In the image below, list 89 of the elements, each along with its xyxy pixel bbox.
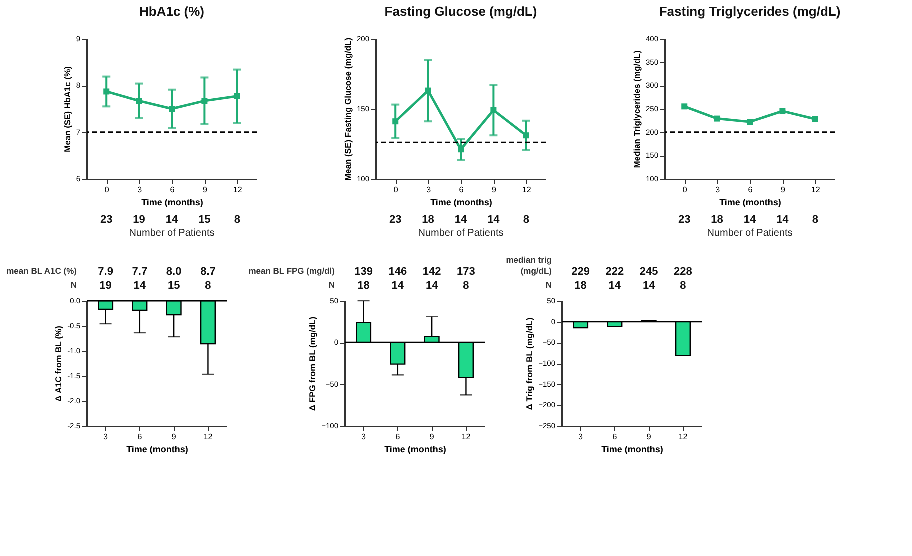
- chart-title: HbA1c (%): [139, 4, 205, 19]
- text: 228: [674, 266, 692, 278]
- y-axis-title: Mean (SE) HbA1c (%): [62, 66, 72, 152]
- text: 8: [812, 214, 818, 226]
- text: 8.0: [166, 266, 182, 278]
- text: 8: [234, 214, 240, 226]
- x-tick-label: 3: [426, 186, 432, 194]
- x-tick-label: 6: [396, 432, 401, 442]
- text: median trig (mg/dL): [506, 255, 552, 276]
- x-tick-label: 0: [682, 186, 688, 194]
- x-tick-label: 9: [430, 432, 435, 442]
- chart-title: Fasting Triglycerides (mg/dL): [659, 4, 841, 19]
- text: 19: [133, 214, 146, 226]
- text: 14: [608, 280, 622, 292]
- y-axis-title: Δ A1C from BL (%): [54, 326, 64, 402]
- text: 229: [572, 266, 590, 278]
- text: 19: [100, 280, 112, 292]
- text: 23: [389, 214, 402, 226]
- text: 7.9: [98, 266, 114, 278]
- x-tick-label: 12: [522, 186, 532, 194]
- text: 18: [574, 280, 587, 292]
- x-tick-label: 12: [678, 432, 688, 442]
- x-tick-label: 12: [811, 186, 821, 194]
- x-tick-label: 6: [748, 186, 754, 194]
- x-tick-label: 6: [612, 432, 618, 442]
- x-axis-title: Time (months): [430, 198, 492, 208]
- text: 14: [166, 214, 179, 226]
- text: 8.7: [200, 266, 216, 278]
- text: 173: [457, 266, 476, 278]
- text: 15: [198, 214, 211, 226]
- text: 8: [680, 280, 686, 292]
- x-tick-label: 9: [492, 186, 497, 194]
- text: 14: [642, 280, 656, 292]
- text: 245: [640, 266, 658, 278]
- text: 14: [454, 214, 468, 226]
- x-axis-title: Time (months): [142, 198, 204, 208]
- y-axis-title: Mean (SE) Fasting Glucose (mg/dL): [342, 38, 353, 182]
- x-tick-label: 9: [172, 432, 177, 442]
- x-tick-label: 6: [138, 432, 143, 442]
- text: 8: [205, 280, 212, 292]
- text: 7.7: [132, 266, 148, 278]
- text: Number of Patients: [129, 228, 215, 239]
- text: 23: [100, 214, 113, 226]
- x-tick-label: 9: [780, 186, 786, 194]
- y-axis-title: Δ FPG from BL (mg/dL): [308, 316, 318, 412]
- text: 14: [776, 214, 790, 226]
- text: 18: [711, 214, 724, 226]
- text: N: [328, 280, 335, 290]
- text: Number of Patients: [707, 228, 793, 239]
- x-tick-label: 3: [578, 432, 584, 442]
- text: 146: [388, 266, 408, 278]
- x-axis-title: Time (months): [126, 444, 188, 454]
- x-tick-label: 3: [104, 432, 109, 442]
- text: 14: [392, 280, 405, 292]
- x-tick-label: 0: [394, 186, 399, 194]
- text: 8: [523, 214, 530, 226]
- y-axis-title: Median Triglycerides (mg/dL): [632, 50, 642, 168]
- x-tick-label: 3: [138, 186, 143, 194]
- y-axis-title: Δ Trig from BL (mg/dL): [524, 318, 535, 410]
- text: N: [546, 280, 552, 290]
- text: 142: [422, 266, 442, 278]
- text: 23: [678, 214, 691, 226]
- text: mean BL A1C (%): [6, 266, 78, 276]
- text: 139: [354, 266, 373, 278]
- x-axis-title: Time (months): [720, 198, 782, 208]
- x-tick-label: 0: [104, 186, 110, 194]
- text: 14: [488, 214, 501, 226]
- x-tick-label: 6: [170, 186, 176, 194]
- text: 14: [134, 280, 147, 292]
- text: 15: [168, 280, 180, 292]
- x-axis-title: Time (months): [384, 444, 446, 454]
- x-tick-label: 3: [362, 432, 367, 442]
- x-tick-label: 12: [462, 432, 472, 442]
- chart-title: Fasting Glucose (mg/dL): [384, 4, 538, 19]
- text: 18: [358, 280, 370, 292]
- x-axis-title: Time (months): [602, 444, 664, 454]
- text: 222: [606, 266, 624, 278]
- text: mean BL FPG (mg/dl): [248, 266, 336, 276]
- x-tick-label: 12: [233, 186, 243, 194]
- x-tick-label: 12: [204, 432, 214, 442]
- text: 14: [744, 214, 757, 226]
- text: N: [70, 280, 77, 290]
- text: 14: [426, 280, 440, 292]
- text: 8: [463, 280, 470, 292]
- x-tick-label: 9: [202, 186, 208, 194]
- text: Number of Patients: [418, 228, 504, 239]
- x-tick-label: 6: [459, 186, 464, 194]
- x-tick-label: 3: [716, 186, 721, 194]
- text: 18: [422, 214, 434, 226]
